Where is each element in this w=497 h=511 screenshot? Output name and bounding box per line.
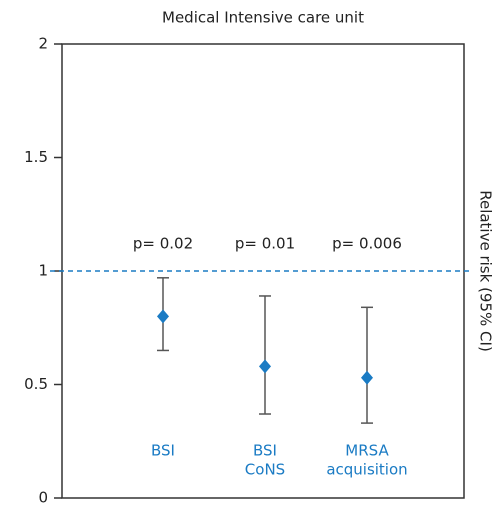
- y-tick-label: 0: [38, 489, 48, 507]
- annotation: p= 0.01: [235, 235, 295, 253]
- y-axis-label: Relative risk (95% CI): [477, 190, 495, 352]
- chart-title: Medical Intensive care unit: [162, 9, 364, 27]
- y-tick-label: 1.5: [24, 148, 48, 166]
- point: [157, 309, 169, 324]
- y-tick-label: 1: [38, 262, 48, 280]
- annotation: p= 0.006: [332, 235, 402, 253]
- y-tick-label: 0.5: [24, 375, 48, 393]
- y-tick-label: 2: [38, 35, 48, 53]
- category-label: acquisition: [326, 461, 407, 479]
- point: [361, 370, 373, 385]
- category-label: BSI: [253, 442, 277, 460]
- category-label: CoNS: [245, 461, 285, 479]
- point: [259, 359, 271, 374]
- category-label: MRSA: [345, 442, 389, 460]
- category-label: BSI: [151, 442, 175, 460]
- annotation: p= 0.02: [133, 235, 193, 253]
